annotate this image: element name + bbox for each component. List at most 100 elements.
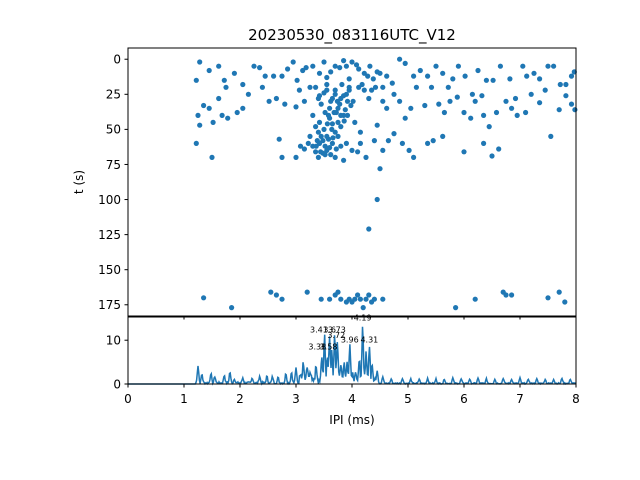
- histogram-x-label: IPI (ms): [329, 413, 374, 427]
- scatter-point: [374, 122, 380, 128]
- scatter-point: [329, 126, 335, 132]
- scatter-point: [483, 77, 489, 83]
- scatter-point: [193, 77, 199, 83]
- scatter-point: [321, 59, 327, 65]
- scatter-point: [324, 121, 330, 127]
- y-tick-label: 0: [113, 377, 121, 391]
- scatter-point: [417, 67, 423, 74]
- scatter-point: [266, 98, 272, 104]
- scatter-point: [384, 73, 390, 79]
- scatter-point: [321, 126, 327, 132]
- peak-label: 3.73: [328, 325, 346, 334]
- y-tick-label: 125: [98, 228, 121, 242]
- histogram-y-ticks: 0 10: [106, 334, 128, 391]
- scatter-point: [310, 112, 316, 118]
- histogram-axes-frame: [127, 316, 577, 385]
- scatter-point: [377, 70, 383, 76]
- scatter-point: [338, 124, 344, 130]
- scatter-point: [240, 105, 246, 111]
- scatter-point: [296, 87, 302, 93]
- scatter-point: [229, 305, 235, 311]
- scatter-point: [520, 63, 526, 69]
- x-tick-label: 4: [348, 392, 356, 406]
- scatter-point: [201, 295, 207, 301]
- scatter-point: [333, 146, 339, 152]
- scatter-point: [335, 289, 341, 295]
- scatter-panel: 0 25 50 75 100 125 150 175 t (s): [72, 47, 578, 320]
- scatter-point: [346, 84, 352, 90]
- scatter-point: [389, 80, 395, 86]
- scatter-point: [310, 63, 316, 69]
- scatter-point: [303, 65, 309, 71]
- scatter-point: [490, 77, 496, 83]
- scatter-point: [268, 289, 274, 295]
- scatter-point: [318, 133, 324, 139]
- scatter-point: [563, 81, 569, 88]
- scatter-point: [406, 147, 412, 153]
- x-tick-label: 8: [572, 392, 580, 406]
- scatter-point: [332, 91, 338, 97]
- scatter-point: [337, 65, 343, 71]
- scatter-point: [335, 133, 341, 139]
- y-tick-label: 50: [106, 123, 121, 137]
- y-tick-label: 150: [98, 263, 121, 277]
- scatter-point: [468, 115, 474, 121]
- scatter-point: [341, 157, 347, 163]
- scatter-point: [197, 122, 203, 128]
- scatter-point: [430, 138, 436, 144]
- scatter-point: [366, 226, 372, 232]
- scatter-y-label: t (s): [72, 170, 86, 194]
- scatter-point: [313, 124, 319, 130]
- scatter-point: [353, 62, 360, 68]
- scatter-point: [357, 296, 363, 302]
- scatter-point: [441, 109, 447, 116]
- scatter-point: [497, 63, 503, 69]
- chart-title: 20230530_083116UTC_V12: [248, 26, 456, 45]
- scatter-point: [348, 102, 354, 109]
- scatter-point: [425, 73, 431, 79]
- scatter-point: [542, 87, 548, 93]
- scatter-point: [361, 87, 367, 93]
- scatter-point: [209, 154, 215, 160]
- peak-label: 3.41: [310, 325, 328, 334]
- x-tick-label: 1: [180, 392, 188, 406]
- scatter-point: [402, 115, 408, 121]
- scatter-point: [321, 90, 327, 96]
- peak-label: 3.72: [327, 331, 345, 340]
- x-tick-label: 0: [124, 392, 132, 406]
- scatter-point: [327, 105, 333, 111]
- scatter-point: [197, 59, 203, 65]
- scatter-point: [324, 74, 330, 81]
- scatter-point: [313, 84, 319, 90]
- scatter-point: [341, 58, 347, 64]
- scatter-point: [195, 112, 201, 118]
- scatter-point: [245, 91, 251, 97]
- scatter-point: [493, 109, 500, 116]
- scatter-point: [562, 299, 568, 305]
- scatter-point: [315, 154, 321, 160]
- scatter-point: [276, 136, 282, 142]
- scatter-point: [342, 107, 348, 113]
- scatter-point: [322, 143, 328, 149]
- scatter-point: [397, 98, 403, 104]
- y-tick-label: 75: [106, 158, 121, 172]
- scatter-point: [234, 109, 240, 116]
- scatter-point: [313, 149, 319, 155]
- scatter-point: [330, 135, 336, 141]
- scatter-point: [307, 84, 313, 90]
- scatter-point: [433, 63, 439, 69]
- scatter-point: [363, 296, 369, 302]
- scatter-point: [523, 109, 529, 116]
- scatter-point: [360, 305, 366, 311]
- scatter-point: [332, 63, 338, 69]
- scatter-point: [307, 133, 313, 139]
- scatter-point: [556, 107, 562, 113]
- scatter-point: [413, 84, 419, 90]
- scatter-point: [537, 100, 543, 106]
- scatter-point: [447, 98, 453, 104]
- scatter-point: [297, 143, 304, 149]
- scatter-point: [411, 154, 417, 160]
- scatter-point: [469, 91, 475, 97]
- scatter-point: [339, 81, 345, 88]
- scatter-point: [481, 140, 487, 146]
